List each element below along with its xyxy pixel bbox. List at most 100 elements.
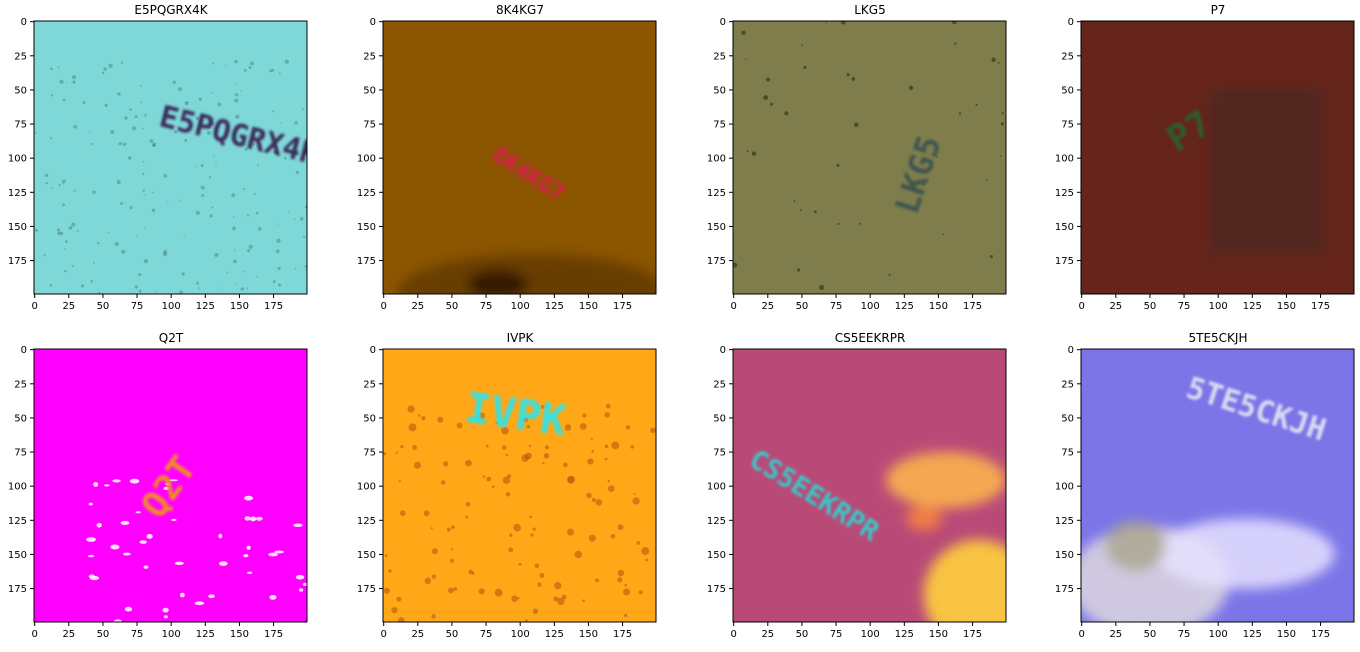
y-tick-label: 25 — [713, 379, 726, 390]
image-background — [34, 21, 307, 294]
x-tick-label: 125 — [196, 301, 215, 312]
x-tick-label: 25 — [761, 301, 774, 312]
x-tick-label: 50 — [796, 301, 809, 312]
x-tick-label: 125 — [895, 301, 914, 312]
x-tick-label: 125 — [895, 629, 914, 640]
y-tick-label: 125 — [357, 516, 376, 527]
y-tick-label: 175 — [707, 584, 726, 595]
y-tick-label: 175 — [8, 584, 27, 595]
y-tick-label: 150 — [357, 550, 376, 561]
y-tick-label: 0 — [21, 17, 27, 28]
subplot-title: LKG5 — [854, 3, 886, 17]
x-tick-label: 100 — [1209, 629, 1228, 640]
x-tick-label: 150 — [230, 629, 249, 640]
image-texture — [396, 254, 656, 294]
y-tick-label: 100 — [8, 154, 27, 165]
y-tick-label: 100 — [707, 154, 726, 165]
y-tick-label: 0 — [720, 17, 726, 28]
x-tick-label: 125 — [1243, 629, 1262, 640]
subplot-title: E5PQGRX4K — [134, 3, 208, 17]
x-tick-label: 75 — [480, 629, 493, 640]
y-tick-label: 50 — [713, 85, 726, 96]
x-tick-label: 100 — [1209, 301, 1228, 312]
y-tick-label: 25 — [1061, 51, 1074, 62]
y-tick-label: 125 — [1055, 516, 1074, 527]
x-tick-label: 75 — [131, 629, 144, 640]
x-tick-label: 150 — [929, 301, 948, 312]
x-tick-label: 125 — [196, 629, 215, 640]
image-background — [383, 21, 656, 294]
y-tick-label: 125 — [8, 188, 27, 199]
x-tick-label: 175 — [1311, 301, 1330, 312]
x-tick-label: 150 — [579, 301, 598, 312]
plot-frame — [382, 20, 657, 295]
y-tick-label: 75 — [363, 120, 376, 131]
x-tick-label: 75 — [830, 629, 843, 640]
x-tick-label: 0 — [730, 629, 736, 640]
y-tick-label: 175 — [1055, 256, 1074, 267]
x-tick-label: 0 — [380, 629, 386, 640]
image-background — [733, 21, 1006, 294]
y-tick-label: 175 — [707, 256, 726, 267]
x-tick-label: 0 — [31, 301, 37, 312]
x-tick-label: 0 — [1078, 301, 1084, 312]
y-tick-label: 75 — [14, 120, 27, 131]
subplot-title: IVPK — [506, 331, 534, 345]
x-tick-label: 100 — [162, 301, 181, 312]
x-tick-label: 150 — [929, 629, 948, 640]
y-tick-label: 125 — [1055, 188, 1074, 199]
subplot-title: CS5EEKRPR — [834, 331, 906, 345]
y-tick-label: 0 — [1068, 345, 1074, 356]
image-texture — [885, 452, 1006, 622]
y-tick-label: 150 — [1055, 222, 1074, 233]
image-texture — [733, 21, 1004, 290]
x-tick-label: 0 — [31, 629, 37, 640]
y-tick-label: 50 — [363, 85, 376, 96]
y-tick-label: 0 — [21, 345, 27, 356]
y-tick-label: 75 — [1061, 448, 1074, 459]
y-tick-label: 175 — [357, 584, 376, 595]
y-tick-label: 25 — [1061, 379, 1074, 390]
x-tick-label: 100 — [861, 629, 880, 640]
y-tick-label: 125 — [357, 188, 376, 199]
y-tick-label: 0 — [370, 17, 376, 28]
x-tick-label: 75 — [1178, 301, 1191, 312]
plot-frame — [382, 348, 657, 623]
x-tick-label: 25 — [62, 301, 75, 312]
x-tick-label: 25 — [411, 629, 424, 640]
x-tick-label: 175 — [264, 301, 283, 312]
y-tick-label: 25 — [363, 51, 376, 62]
plot-frame — [33, 20, 308, 295]
x-tick-label: 50 — [446, 301, 459, 312]
y-tick-label: 0 — [1068, 17, 1074, 28]
y-tick-label: 100 — [707, 482, 726, 493]
y-tick-label: 75 — [14, 448, 27, 459]
x-tick-label: 50 — [446, 629, 459, 640]
y-tick-label: 150 — [357, 222, 376, 233]
y-tick-label: 75 — [1061, 120, 1074, 131]
subplot-title: P7 — [1210, 3, 1226, 17]
x-tick-label: 175 — [613, 629, 632, 640]
y-tick-label: 25 — [363, 379, 376, 390]
x-tick-label: 125 — [1243, 301, 1262, 312]
x-tick-label: 100 — [861, 301, 880, 312]
y-tick-label: 25 — [14, 379, 27, 390]
x-tick-label: 75 — [480, 301, 493, 312]
x-tick-label: 175 — [613, 301, 632, 312]
y-tick-label: 75 — [713, 120, 726, 131]
y-tick-label: 100 — [1055, 482, 1074, 493]
x-tick-label: 125 — [545, 629, 564, 640]
y-tick-label: 0 — [720, 345, 726, 356]
image-texture — [383, 403, 656, 622]
plot-frame — [1080, 20, 1355, 295]
subplot-title: Q2T — [158, 331, 184, 345]
y-tick-label: 0 — [370, 345, 376, 356]
y-tick-label: 25 — [713, 51, 726, 62]
